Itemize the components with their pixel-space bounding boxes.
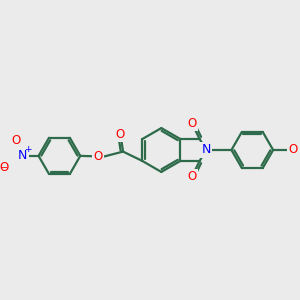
Text: −: −	[0, 164, 8, 173]
Text: N: N	[18, 149, 27, 162]
Text: O: O	[188, 170, 197, 183]
Text: +: +	[24, 146, 32, 154]
Text: O: O	[116, 128, 125, 141]
Text: O: O	[188, 117, 197, 130]
Text: O: O	[11, 134, 20, 147]
Text: O: O	[0, 160, 9, 174]
Text: N: N	[202, 143, 211, 157]
Text: O: O	[288, 143, 297, 157]
Text: O: O	[94, 150, 103, 163]
